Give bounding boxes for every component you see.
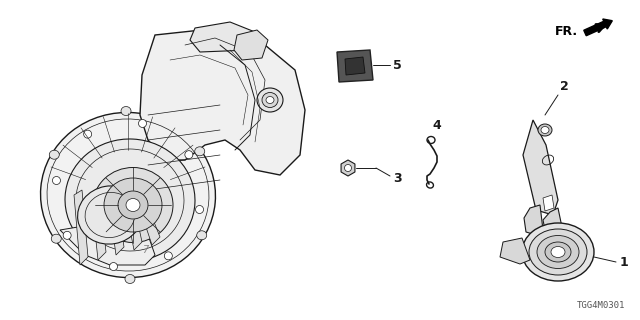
Ellipse shape bbox=[537, 236, 579, 268]
Ellipse shape bbox=[266, 97, 274, 103]
Ellipse shape bbox=[262, 92, 278, 108]
Ellipse shape bbox=[138, 119, 147, 127]
Text: 4: 4 bbox=[433, 119, 442, 132]
Polygon shape bbox=[337, 50, 373, 82]
Ellipse shape bbox=[125, 275, 135, 284]
Ellipse shape bbox=[121, 107, 131, 116]
Polygon shape bbox=[92, 198, 106, 260]
Polygon shape bbox=[500, 238, 530, 264]
Ellipse shape bbox=[195, 147, 205, 156]
Ellipse shape bbox=[93, 167, 173, 243]
Polygon shape bbox=[341, 160, 355, 176]
Polygon shape bbox=[524, 205, 543, 235]
Polygon shape bbox=[190, 22, 255, 52]
Ellipse shape bbox=[40, 112, 216, 277]
Ellipse shape bbox=[52, 177, 60, 185]
Ellipse shape bbox=[77, 186, 143, 244]
Polygon shape bbox=[128, 214, 142, 250]
Ellipse shape bbox=[51, 234, 61, 243]
Ellipse shape bbox=[196, 205, 204, 213]
Polygon shape bbox=[74, 190, 88, 265]
Polygon shape bbox=[523, 120, 558, 215]
Ellipse shape bbox=[257, 88, 283, 112]
Ellipse shape bbox=[49, 150, 60, 159]
Ellipse shape bbox=[538, 124, 552, 136]
Ellipse shape bbox=[522, 223, 594, 281]
Ellipse shape bbox=[164, 252, 172, 260]
Text: TGG4M0301: TGG4M0301 bbox=[577, 301, 625, 310]
Text: FR.: FR. bbox=[555, 25, 578, 37]
Text: 3: 3 bbox=[393, 172, 402, 185]
Ellipse shape bbox=[551, 246, 565, 258]
Text: 2: 2 bbox=[560, 80, 569, 93]
Text: 5: 5 bbox=[393, 59, 402, 71]
Ellipse shape bbox=[545, 242, 571, 262]
Ellipse shape bbox=[104, 178, 162, 232]
Polygon shape bbox=[234, 30, 268, 60]
Polygon shape bbox=[345, 57, 365, 75]
Polygon shape bbox=[543, 208, 563, 238]
Text: 1: 1 bbox=[620, 255, 628, 268]
Ellipse shape bbox=[109, 262, 118, 270]
Ellipse shape bbox=[63, 231, 71, 239]
Polygon shape bbox=[60, 225, 155, 265]
FancyArrow shape bbox=[584, 19, 612, 36]
Ellipse shape bbox=[185, 151, 193, 159]
Polygon shape bbox=[110, 206, 124, 255]
Ellipse shape bbox=[84, 130, 92, 138]
Ellipse shape bbox=[344, 164, 351, 172]
Ellipse shape bbox=[196, 231, 207, 240]
Ellipse shape bbox=[126, 198, 140, 212]
Ellipse shape bbox=[541, 126, 549, 133]
Text: 7: 7 bbox=[142, 245, 148, 255]
Polygon shape bbox=[543, 195, 554, 211]
Ellipse shape bbox=[65, 139, 195, 261]
Polygon shape bbox=[140, 28, 305, 175]
Ellipse shape bbox=[118, 191, 148, 219]
Ellipse shape bbox=[529, 229, 587, 275]
Polygon shape bbox=[146, 222, 160, 245]
